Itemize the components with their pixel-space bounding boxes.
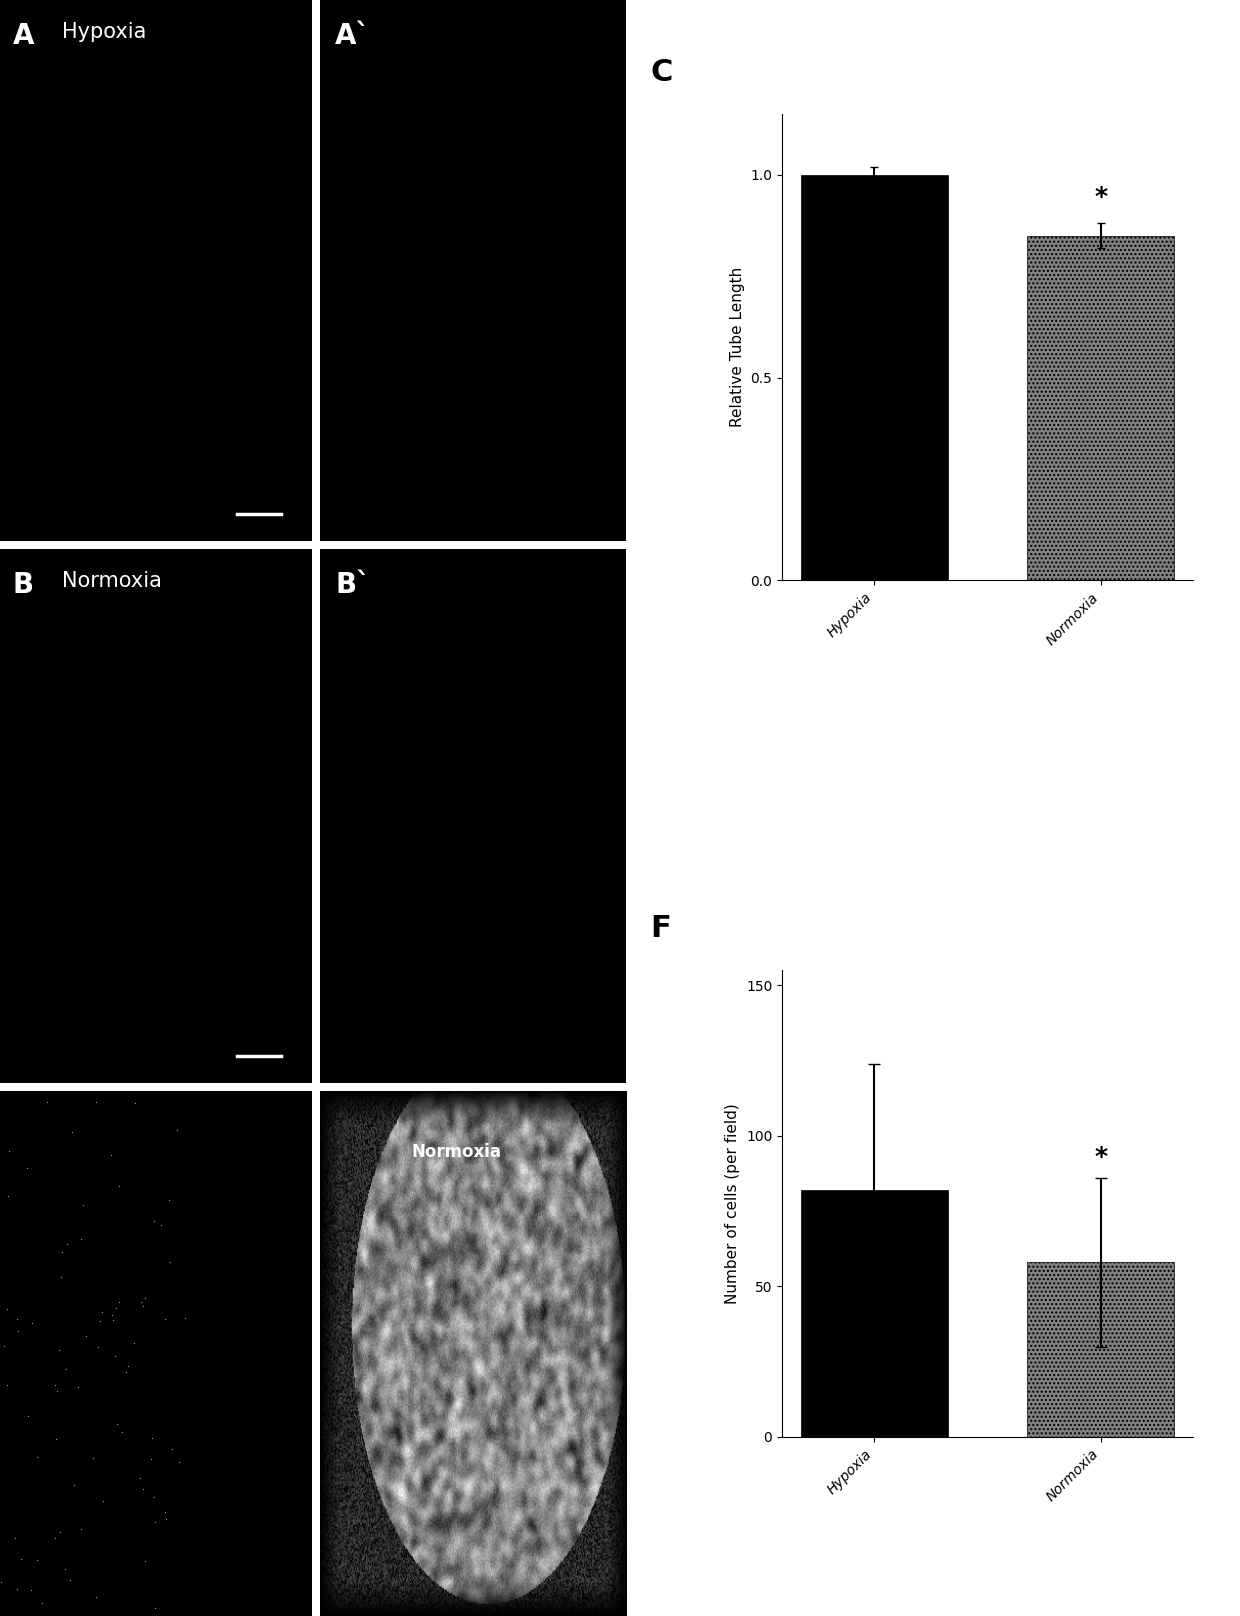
Point bbox=[6, 1306, 26, 1332]
Point bbox=[124, 1330, 144, 1356]
Point bbox=[50, 1519, 69, 1545]
Point bbox=[5, 1526, 25, 1551]
Point bbox=[156, 1506, 176, 1532]
Point bbox=[108, 1411, 128, 1437]
Point bbox=[109, 1173, 129, 1199]
Point bbox=[45, 1372, 64, 1398]
Point bbox=[76, 1324, 95, 1349]
Text: F: F bbox=[651, 915, 671, 944]
Point bbox=[155, 1306, 175, 1332]
Point bbox=[46, 1526, 66, 1551]
Bar bbox=[801, 1189, 947, 1437]
Point bbox=[16, 1154, 36, 1180]
Point bbox=[46, 1425, 66, 1451]
Point bbox=[55, 1556, 74, 1582]
Point bbox=[32, 1590, 52, 1616]
Point bbox=[19, 1403, 38, 1429]
Point bbox=[102, 1302, 122, 1328]
Text: *: * bbox=[1094, 1146, 1107, 1168]
Point bbox=[87, 1584, 107, 1610]
Point bbox=[0, 1569, 11, 1595]
Point bbox=[52, 1238, 72, 1264]
Text: A: A bbox=[12, 21, 33, 50]
Y-axis label: Number of cells (per field): Number of cells (per field) bbox=[725, 1104, 740, 1304]
Point bbox=[144, 1207, 164, 1233]
Point bbox=[167, 1117, 187, 1143]
Point bbox=[37, 1089, 57, 1115]
Point bbox=[112, 1419, 131, 1445]
Point bbox=[68, 1374, 88, 1399]
Point bbox=[0, 1138, 19, 1164]
Point bbox=[86, 1089, 105, 1115]
Point bbox=[73, 1193, 93, 1218]
Point bbox=[130, 1466, 150, 1492]
Point bbox=[27, 1547, 47, 1572]
Point bbox=[133, 1293, 153, 1319]
Point bbox=[143, 1425, 162, 1451]
Point bbox=[50, 1336, 69, 1362]
Point bbox=[92, 1299, 112, 1325]
Point bbox=[109, 1290, 129, 1315]
Point bbox=[105, 1296, 125, 1322]
Point bbox=[133, 1475, 153, 1501]
Text: *: * bbox=[1094, 186, 1107, 208]
Point bbox=[0, 1183, 19, 1209]
Point bbox=[72, 1225, 92, 1251]
Point bbox=[175, 1306, 195, 1332]
Text: B`: B` bbox=[335, 570, 371, 600]
Text: Normoxia: Normoxia bbox=[62, 570, 162, 591]
Point bbox=[0, 1333, 14, 1359]
Point bbox=[83, 1445, 103, 1471]
Bar bbox=[801, 175, 947, 580]
Point bbox=[144, 1483, 164, 1509]
Point bbox=[135, 1285, 155, 1311]
Point bbox=[151, 1212, 171, 1238]
Text: Normoxia: Normoxia bbox=[412, 1144, 502, 1162]
Bar bbox=[1027, 1262, 1174, 1437]
Point bbox=[155, 1500, 175, 1526]
Point bbox=[0, 1372, 17, 1398]
Point bbox=[125, 1089, 145, 1115]
Text: B: B bbox=[12, 570, 33, 600]
Point bbox=[0, 1296, 17, 1322]
Point bbox=[57, 1231, 77, 1257]
Point bbox=[141, 1446, 161, 1472]
Point bbox=[100, 1143, 120, 1168]
Point bbox=[91, 1307, 110, 1333]
Point bbox=[47, 1378, 67, 1404]
Point bbox=[22, 1311, 42, 1336]
Point bbox=[117, 1359, 136, 1385]
Point bbox=[160, 1249, 180, 1275]
Point bbox=[63, 1472, 83, 1498]
Point bbox=[7, 1319, 27, 1345]
Point bbox=[145, 1509, 165, 1535]
Point bbox=[27, 1445, 47, 1471]
Point bbox=[145, 1595, 165, 1616]
Point bbox=[51, 1264, 71, 1290]
Point bbox=[169, 1450, 188, 1475]
Point bbox=[135, 1548, 155, 1574]
Point bbox=[88, 1333, 108, 1359]
Text: C: C bbox=[651, 58, 673, 87]
Point bbox=[21, 1577, 41, 1603]
Point bbox=[60, 1568, 79, 1593]
Point bbox=[131, 1290, 151, 1315]
Point bbox=[62, 1118, 82, 1144]
Y-axis label: Relative Tube Length: Relative Tube Length bbox=[730, 267, 745, 427]
Point bbox=[56, 1356, 76, 1382]
Point bbox=[7, 1577, 27, 1603]
Text: Hypoxia: Hypoxia bbox=[62, 21, 146, 42]
Point bbox=[71, 1516, 91, 1542]
Point bbox=[105, 1343, 125, 1369]
Bar bbox=[1027, 236, 1174, 580]
Point bbox=[160, 1188, 180, 1214]
Text: A`: A` bbox=[335, 21, 371, 50]
Point bbox=[93, 1488, 113, 1514]
Point bbox=[11, 1547, 31, 1572]
Point bbox=[162, 1437, 182, 1462]
Point bbox=[119, 1354, 139, 1380]
Point bbox=[103, 1307, 123, 1333]
